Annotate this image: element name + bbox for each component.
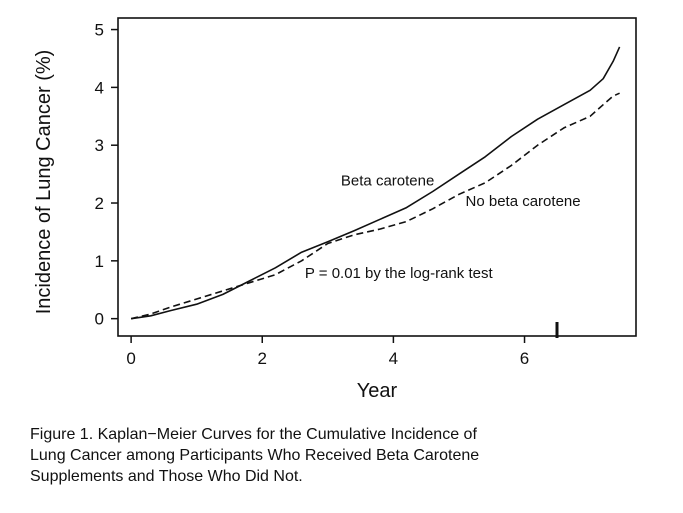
caption-line-1: Figure 1. Kaplan−Meier Curves for the Cu…	[30, 426, 477, 443]
caption-line-3: Supplements and Those Who Did Not.	[30, 468, 303, 485]
y-axis-ticks: 0 1 2 3 4 5	[95, 21, 118, 329]
x-tick-label: 4	[389, 349, 398, 368]
x-axis-title: Year	[357, 380, 398, 402]
y-tick-label: 5	[95, 21, 104, 40]
annotation-1: Beta carotene	[341, 173, 434, 190]
y-tick-label: 4	[95, 78, 104, 97]
x-axis-ticks: 0 2 4 6	[126, 336, 529, 368]
annotation-layer: Beta carotene No beta carotene P = 0.01 by…	[305, 173, 581, 283]
y-tick-label: 1	[95, 252, 104, 271]
series-layer	[130, 46, 621, 320]
figure-caption: Figure 1. Kaplan−Meier Curves for the Cu…	[30, 424, 670, 487]
series-line-no-beta-carotene	[130, 92, 620, 320]
x-tick-label: 6	[520, 349, 529, 368]
kaplan-meier-chart: 0 2 4 6 0 1 2 3 4 5 Beta carotene No beta caroten…	[33, 17, 637, 402]
x-tick-label: 2	[258, 349, 267, 368]
caption-line-2: Lung Cancer among Participants Who Recei…	[30, 447, 480, 464]
annotation-2: No beta carotene	[466, 193, 581, 210]
y-axis-title: Incidence of Lung Cancer (%)	[33, 50, 55, 315]
x-tick-label: 0	[126, 349, 135, 368]
y-tick-label: 2	[95, 194, 104, 213]
y-tick-label: 3	[95, 136, 104, 155]
plot-frame	[117, 17, 637, 337]
annotation-3: P = 0.01 by the log-rank test	[305, 265, 494, 282]
y-tick-label: 0	[95, 310, 104, 329]
series-line-beta-carotene	[130, 46, 621, 320]
